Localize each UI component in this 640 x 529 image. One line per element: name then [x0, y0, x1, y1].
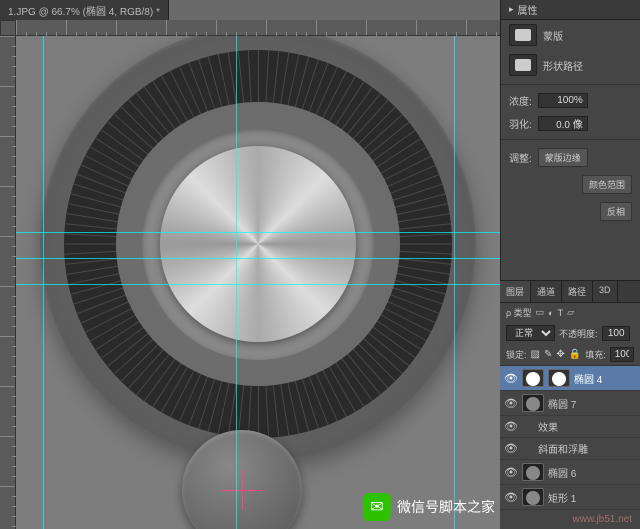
ruler-origin[interactable] [0, 20, 16, 36]
layer-name-label: 椭圆 6 [548, 465, 636, 480]
filter-adjust-icon[interactable]: ◐ [548, 308, 553, 318]
shape-path-label: 形状路径 [543, 58, 583, 73]
layer-name-label: 矩形 1 [548, 490, 636, 505]
layer-thumbnail[interactable] [522, 369, 544, 387]
guide-vertical[interactable] [236, 36, 237, 529]
mask-edge-button[interactable]: 蒙版边缘 [538, 148, 588, 167]
watermark: ✉ 微信号脚本之家 [363, 493, 495, 521]
guide-vertical[interactable] [43, 36, 44, 529]
ruler-horizontal[interactable] [16, 20, 500, 36]
layer-thumbnail[interactable] [522, 394, 544, 412]
mask-icon[interactable] [509, 24, 537, 46]
visibility-eye-icon[interactable]: 👁 [504, 442, 518, 455]
panel-tab[interactable]: 通道 [531, 281, 562, 302]
feather-label: 羽化: [509, 116, 532, 131]
fill-input[interactable] [610, 347, 634, 362]
visibility-eye-icon[interactable]: 👁 [504, 466, 518, 479]
guide-horizontal[interactable] [16, 232, 500, 233]
layer-mask-thumbnail[interactable] [548, 369, 570, 387]
layer-name-label: 斜面和浮雕 [538, 441, 636, 456]
layer-row[interactable]: 👁 椭圆 4 [500, 366, 640, 391]
filter-pixel-icon[interactable]: ▭ [536, 307, 545, 318]
visibility-eye-icon[interactable]: 👁 [504, 491, 518, 504]
panel-tab[interactable]: 图层 [500, 281, 531, 302]
panel-tab[interactable]: 路径 [562, 281, 593, 302]
layer-row[interactable]: 👁 椭圆 7 [500, 391, 640, 416]
lock-label: 锁定: [506, 348, 527, 361]
layers-list: 👁 椭圆 4 👁 椭圆 7 👁 效果 👁 斜面和浮雕 👁 椭圆 6 👁 矩形 1 [500, 366, 640, 510]
mask-type-label: 蒙版 [543, 28, 563, 43]
layer-thumbnail[interactable] [522, 488, 544, 506]
layer-row[interactable]: 👁 效果 [500, 416, 640, 438]
panel-title-label: 属性 [518, 2, 538, 17]
visibility-eye-icon[interactable]: 👁 [504, 420, 518, 433]
layer-name-label: 效果 [538, 419, 636, 434]
lock-all-icon[interactable]: 🔒 [569, 349, 581, 360]
visibility-eye-icon[interactable]: 👁 [504, 372, 518, 385]
dial-center-metal [160, 146, 356, 342]
lock-transparency-icon[interactable]: ▨ [531, 349, 540, 360]
invert-button[interactable]: 反相 [600, 202, 632, 221]
properties-panel-title[interactable]: ▸ 属性 [501, 0, 640, 20]
document-tab[interactable]: 1.JPG @ 66.7% (椭圆 4, RGB/8) * [0, 0, 169, 20]
panel-tab[interactable]: 3D [593, 281, 618, 302]
layers-tabs: 图层通道路径3D [500, 281, 640, 303]
layer-thumbnail[interactable] [522, 463, 544, 481]
artboard[interactable] [16, 36, 500, 529]
filter-shape-icon[interactable]: ▱ [567, 307, 574, 318]
density-label: 浓度: [509, 93, 532, 108]
collapse-icon[interactable]: ▸ [509, 4, 514, 15]
density-input[interactable] [538, 93, 588, 108]
url-watermark: www.jb51.net [573, 514, 632, 525]
wechat-icon: ✉ [363, 493, 391, 521]
canvas-area: 1.JPG @ 66.7% (椭圆 4, RGB/8) * [0, 0, 500, 529]
lock-pixels-icon[interactable]: ✎ [544, 349, 552, 360]
watermark-text: 微信号脚本之家 [397, 497, 495, 517]
blend-mode-select[interactable]: 正常 [506, 325, 555, 341]
layer-name-label: 椭圆 7 [548, 396, 636, 411]
shape-path-icon[interactable] [509, 54, 537, 76]
guide-horizontal[interactable] [16, 284, 500, 285]
layer-row[interactable]: 👁 椭圆 6 [500, 460, 640, 485]
filter-type-icon[interactable]: T [558, 308, 564, 318]
ruler-vertical[interactable] [0, 36, 16, 529]
layers-panel: 图层通道路径3D ρ 类型 ▭ ◐ T ▱ 正常 不透明度: 锁定: ▨ ✎ ✥… [500, 280, 640, 529]
feather-input[interactable] [538, 116, 588, 131]
guide-vertical[interactable] [454, 36, 455, 529]
color-range-button[interactable]: 颜色范围 [582, 175, 632, 194]
refine-label: 调整: [509, 150, 532, 165]
lock-position-icon[interactable]: ✥ [556, 349, 564, 360]
layer-row[interactable]: 👁 斜面和浮雕 [500, 438, 640, 460]
opacity-label: 不透明度: [559, 327, 598, 340]
kind-filter-label: ρ 类型 [506, 306, 532, 319]
layer-row[interactable]: 👁 矩形 1 [500, 485, 640, 510]
visibility-eye-icon[interactable]: 👁 [504, 397, 518, 410]
guide-horizontal[interactable] [16, 258, 500, 259]
fill-label: 填充: [585, 348, 606, 361]
layer-name-label: 椭圆 4 [574, 371, 636, 386]
opacity-input[interactable] [602, 326, 630, 341]
